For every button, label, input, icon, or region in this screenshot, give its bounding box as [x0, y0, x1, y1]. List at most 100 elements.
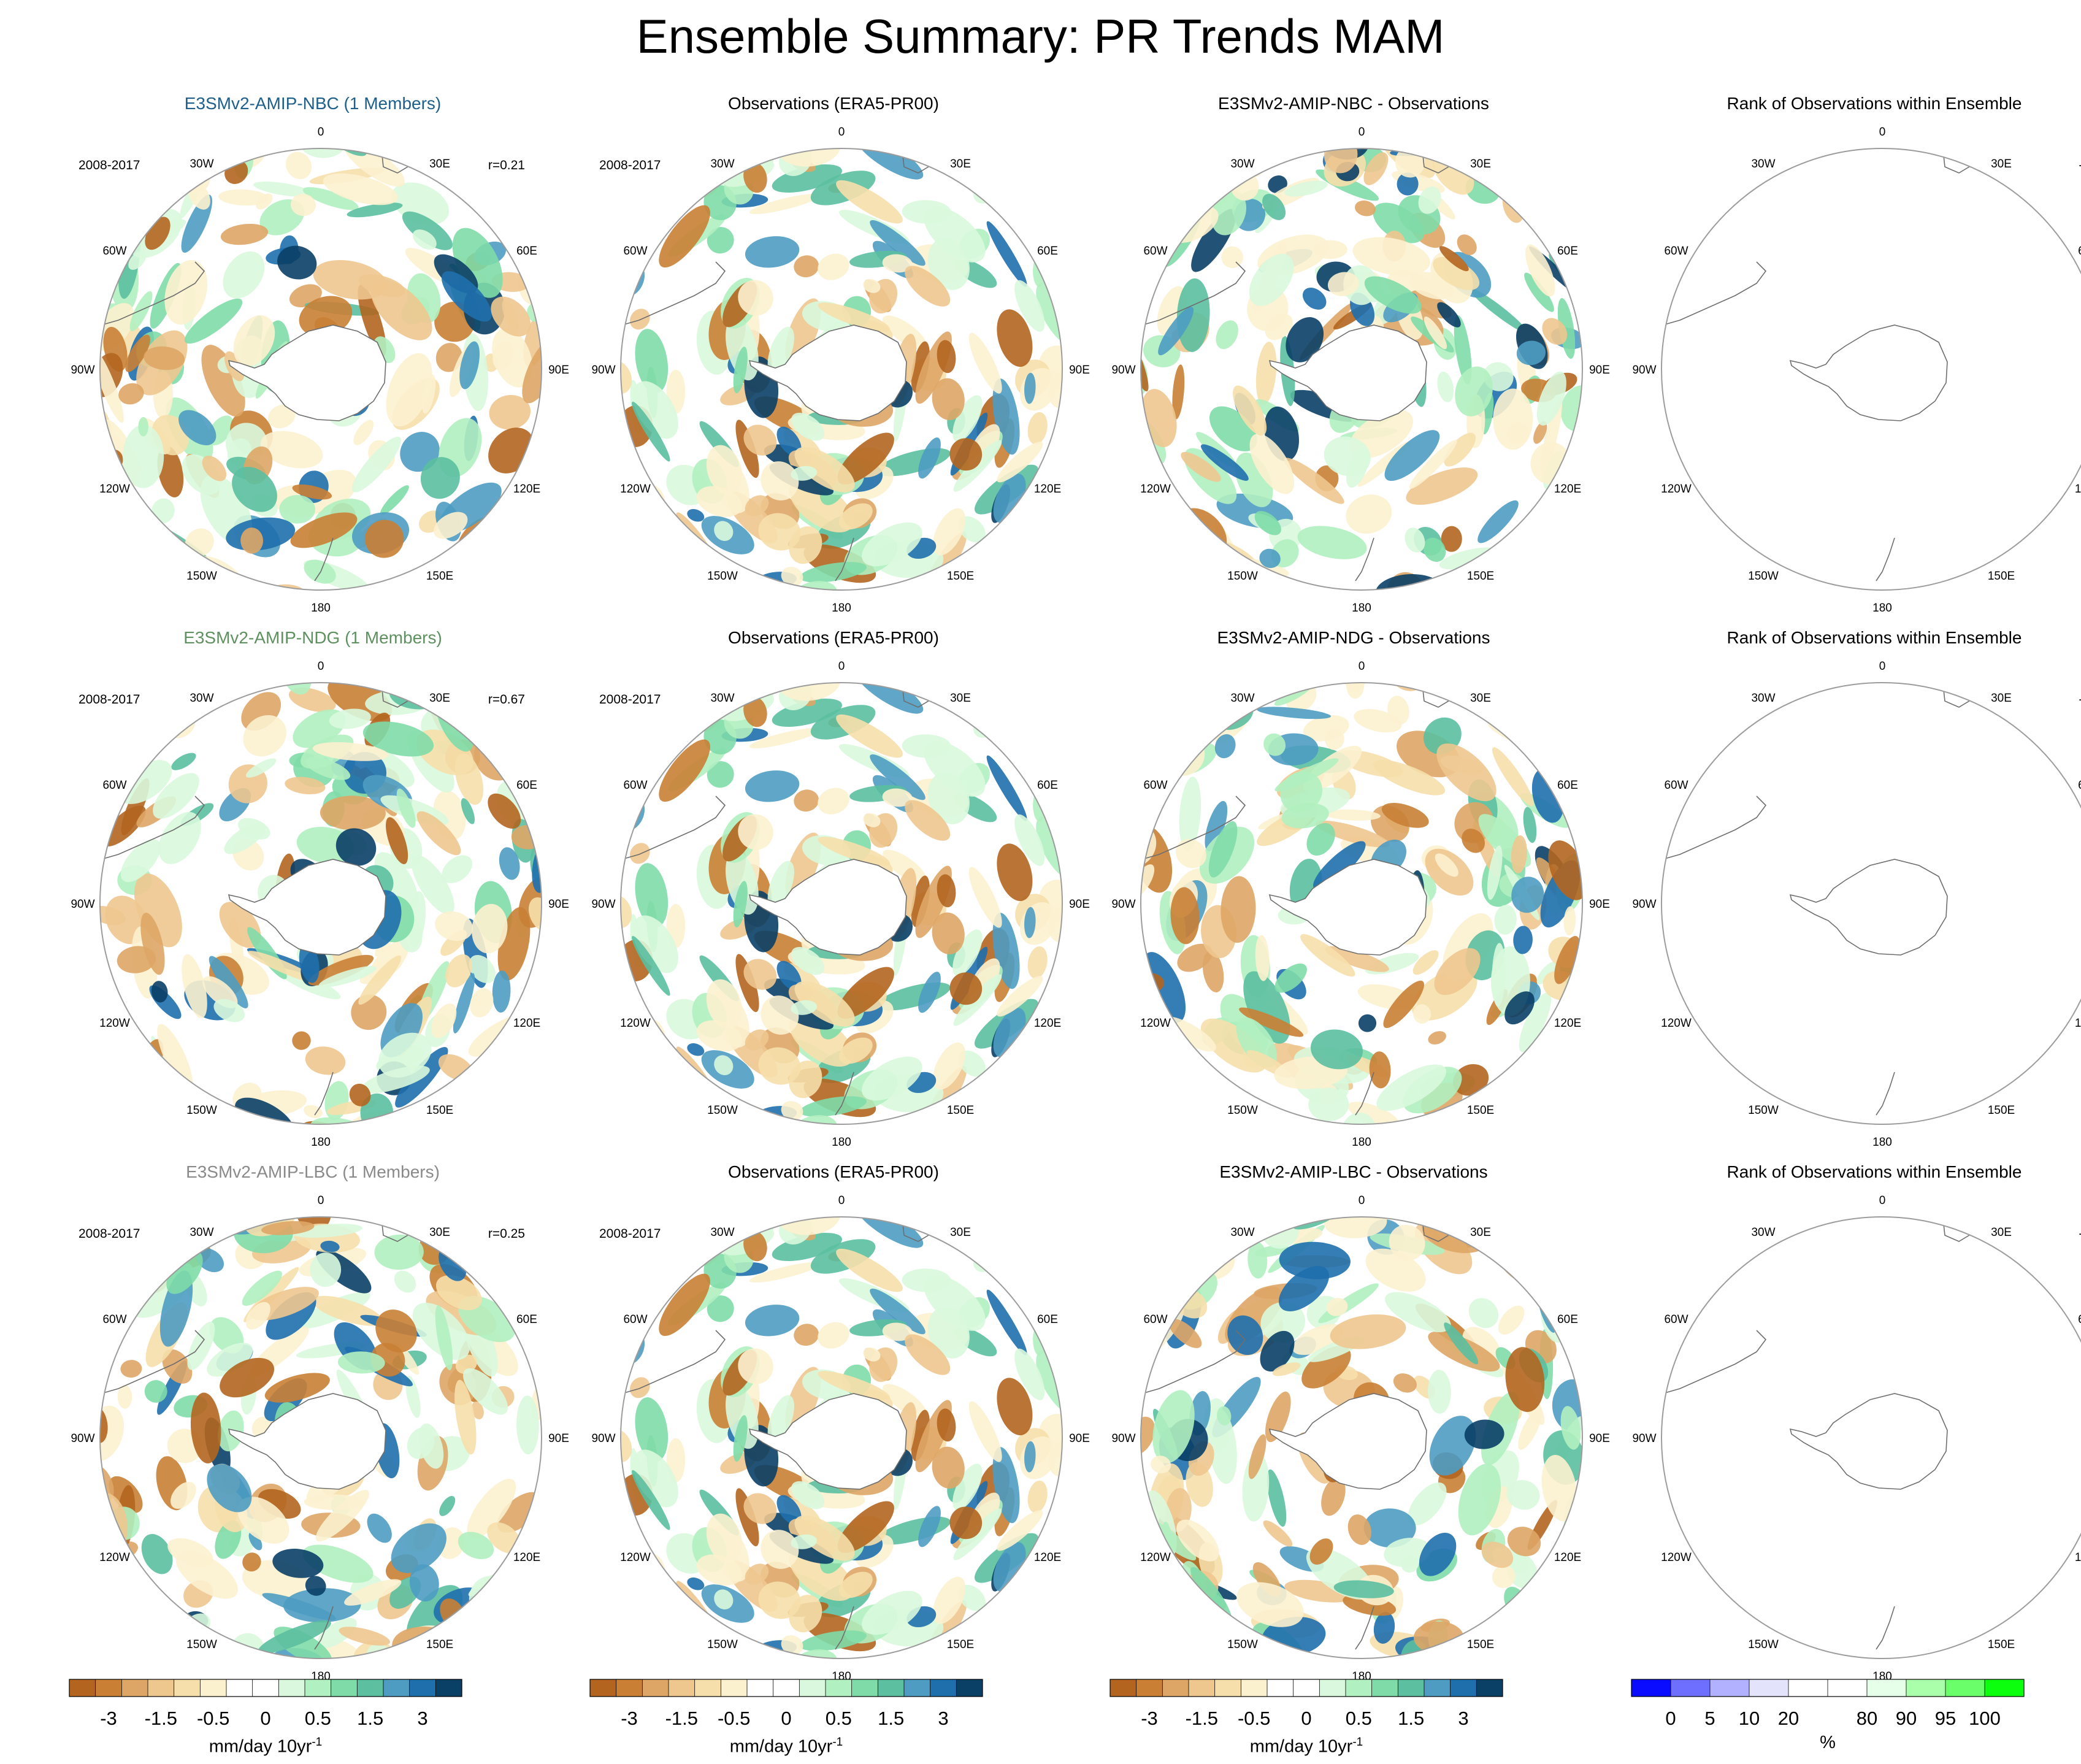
trend-blob: [516, 1395, 539, 1455]
panel-model-row1: E3SMv2-AMIP-NBC (1 Members) 0 30E 60E 90E 120…: [53, 93, 573, 627]
trend-blob: [202, 455, 227, 481]
colorbar-border: [69, 1679, 462, 1697]
trend-blob: [789, 479, 854, 533]
trend-blob: [932, 378, 965, 420]
trend-blob: [863, 813, 881, 827]
lon-label: 180: [311, 1136, 331, 1149]
lon-label: 30W: [1751, 1226, 1775, 1239]
panel-diff-row1: E3SMv2-AMIP-NBC - Observations 0 30E 60E 90E…: [1094, 93, 1614, 627]
trend-blob: [635, 329, 669, 394]
trend-blob: [487, 1522, 521, 1554]
lon-label: 120E: [1034, 483, 1061, 496]
trend-blob: [1176, 1519, 1219, 1562]
colorbar-tick-label: 3: [938, 1708, 948, 1729]
colorbar-swatch: [121, 1679, 148, 1697]
trend-blob: [454, 1379, 477, 1455]
lon-label: 60E: [516, 779, 537, 792]
trend-blob: [621, 1428, 632, 1463]
lon-label: 120W: [99, 483, 130, 496]
trend-blob: [791, 946, 825, 975]
colorbar-swatch: [590, 1679, 617, 1697]
trend-blob: [1236, 1017, 1278, 1068]
colorbar-tick-label: -1.5: [665, 1708, 698, 1729]
trend-blob: [791, 1534, 818, 1549]
trend-blob: [1175, 838, 1206, 869]
colorbar-tick-label: 5: [1704, 1708, 1715, 1729]
lon-label: 90W: [71, 1432, 94, 1445]
trend-blob: [261, 1221, 315, 1235]
trend-blob: [993, 1542, 1026, 1592]
trend-blob: [707, 227, 734, 254]
precip-trend-field: [1141, 1217, 1582, 1659]
trend-blob: [1279, 1241, 1351, 1279]
trend-blob: [1325, 946, 1389, 972]
trend-blob: [488, 793, 521, 829]
trend-blob: [1255, 342, 1277, 405]
panel-title: Observations (ERA5-PR00): [728, 628, 939, 647]
trend-blob: [781, 1635, 803, 1655]
trend-blob: [949, 438, 983, 471]
lon-label: 60W: [1143, 1313, 1167, 1326]
coastline: [314, 537, 334, 581]
trend-blob: [1301, 1346, 1351, 1389]
lon-label: 60E: [2078, 779, 2081, 792]
map-frame: [99, 1216, 542, 1659]
trend-blob: [902, 1268, 951, 1292]
trend-blob: [1376, 1064, 1447, 1111]
precip-trend-field: [1661, 148, 2081, 590]
trend-blob: [772, 698, 842, 727]
trend-blob: [196, 1248, 224, 1273]
trend-blob: [836, 180, 903, 224]
trend-blob: [123, 424, 164, 488]
trend-blob: [1263, 733, 1286, 756]
trend-blob: [949, 1506, 983, 1540]
trend-blob: [1494, 905, 1517, 935]
lon-label: 150E: [426, 570, 453, 583]
trend-blob: [337, 1351, 385, 1374]
trend-blob: [374, 852, 418, 910]
colorbar-swatch: [409, 1679, 436, 1697]
trend-blob: [243, 715, 286, 757]
lon-label: 60W: [623, 1313, 647, 1326]
period-label: 2008-2017: [599, 692, 661, 707]
trend-blob: [375, 1310, 417, 1353]
trend-blob: [1341, 1112, 1376, 1124]
lon-label: 60W: [623, 779, 647, 792]
colorbar-swatch: [252, 1679, 279, 1697]
lon-label: 120E: [513, 1551, 540, 1564]
trend-blob: [1326, 1298, 1348, 1316]
trend-blob: [1505, 1347, 1545, 1412]
trend-blob: [118, 760, 172, 804]
trend-blob: [1205, 800, 1228, 851]
lon-label: 90W: [1632, 1432, 1656, 1445]
panel-rank-row3: Rank of Observations within Ensemble 0 30E…: [1614, 1162, 2081, 1695]
trend-blob: [1524, 272, 1554, 312]
trend-blob: [492, 970, 511, 1013]
trend-blob: [837, 1501, 894, 1553]
trend-blob: [351, 436, 402, 493]
trend-blob: [1444, 432, 1476, 467]
lon-label: 90W: [71, 898, 94, 911]
colorbar-swatch: [69, 1679, 96, 1697]
lon-label: 120E: [513, 1017, 540, 1030]
colorbar-tick-label: -1.5: [145, 1708, 177, 1729]
trend-blob: [714, 1055, 734, 1075]
colorbar-tick-label: 100: [1969, 1708, 2001, 1729]
lon-label: 90W: [1111, 1432, 1135, 1445]
trend-blob: [791, 466, 818, 481]
trend-blob: [632, 1470, 670, 1530]
trend-blob: [279, 494, 315, 524]
colorbar-swatch: [1241, 1679, 1268, 1697]
trend-blob: [1369, 1051, 1391, 1089]
colorbar-scale: -3 -1.5 -0.5 0 0.5 1.5 3: [589, 1679, 983, 1729]
lon-label: 120W: [620, 1017, 651, 1030]
trend-blob: [260, 431, 323, 469]
trend-colorbar-diff: -3 -1.5 -0.5 0 0.5 1.5 3 mm/day 10yr-1: [1109, 1678, 1503, 1764]
trend-blob: [125, 334, 150, 372]
colorbar-swatch: [148, 1679, 175, 1697]
trend-blob: [1300, 934, 1355, 977]
trend-blob: [902, 200, 951, 224]
trend-blob: [1523, 807, 1537, 843]
trend-blob: [997, 441, 1043, 483]
